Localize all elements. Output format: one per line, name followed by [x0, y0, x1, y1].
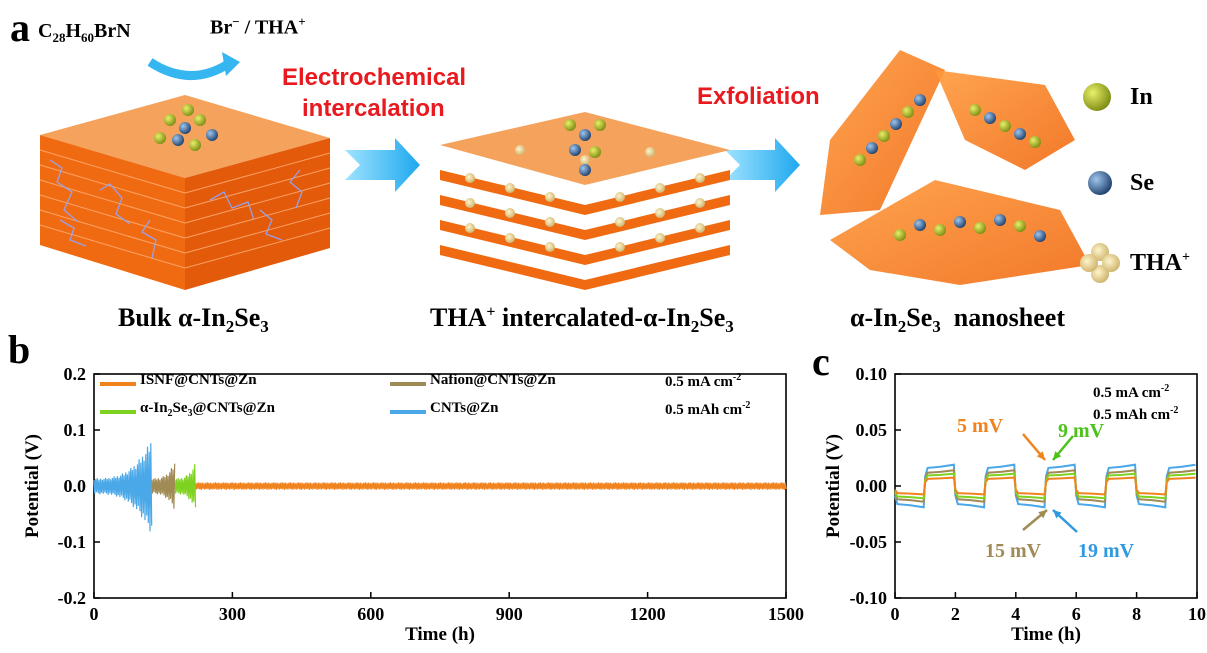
x-tick-label: 1500 [768, 604, 804, 624]
x-tick-label: 0 [891, 604, 900, 624]
y-tick-label: -0.10 [850, 588, 888, 608]
curved-arrow-icon [147, 58, 231, 80]
x-tick-label: 4 [1011, 604, 1020, 624]
y-tick-label: -0.2 [58, 588, 87, 608]
legend-in2se3: α-In2Se3@CNTs@Zn [140, 400, 275, 419]
panel-a-letter: a [10, 5, 30, 50]
current-density-label: 0.5 mA cm-2 [665, 372, 742, 390]
x-tick-label: 1200 [630, 604, 666, 624]
zoom-chart: 0 2 4 6 8 10 0.10 0.05 0.00 -0.05 -0.10 Time (h) Pot… [823, 364, 1206, 645]
legend-nafion: Nafion@CNTs@Zn [430, 372, 556, 388]
zoom-current-label: 0.5 mA cm-2 [1093, 383, 1170, 401]
y-tick-label: 0.10 [856, 364, 888, 384]
x-axis-label: Time (h) [1011, 624, 1081, 645]
tha-ion-icon [1080, 243, 1120, 283]
x-tick-label: 0 [90, 604, 99, 624]
step-exfoliation: Exfoliation [697, 83, 820, 110]
arrowhead-icon [1053, 510, 1062, 519]
legend-isnf: ISNF@CNTs@Zn [140, 372, 257, 388]
zoom-capacity-label: 0.5 mAh cm-2 [1093, 405, 1179, 423]
x-tick-label: 900 [496, 604, 523, 624]
y-axis-label: Potential (V) [823, 434, 844, 538]
y-tick-label: 0.05 [856, 420, 888, 440]
x-tick-label: 8 [1132, 604, 1141, 624]
series-trace [151, 463, 176, 509]
panel-b-letter: b [8, 327, 31, 372]
y-tick-label: 0.00 [856, 476, 888, 496]
overpotential-5mv: 5 mV [957, 415, 1004, 437]
arrow-right-icon [345, 138, 420, 192]
arrowhead-icon [1036, 451, 1045, 460]
arrowhead-icon [1038, 510, 1047, 519]
cycling-chart: 0 300 600 900 1200 1500 0.2 0.1 0.0 -0.1 -0.2 Time … [22, 364, 804, 645]
y-tick-label: 0.0 [64, 476, 87, 496]
x-axis-label: Time (h) [405, 624, 475, 645]
step-intercalation-line1: Electrochemical [282, 64, 467, 91]
se-atom-icon [1088, 171, 1112, 195]
y-tick-label: 0.1 [64, 420, 87, 440]
legend-se-label: Se [1130, 170, 1154, 196]
overpotential-19mv: 19 mV [1078, 540, 1135, 562]
in-atom-icon [1083, 83, 1111, 111]
arrow-right-icon [725, 138, 800, 192]
x-tick-label: 6 [1072, 604, 1081, 624]
schematic-illustration [39, 50, 1120, 290]
caption-bulk: Bulk α-In2Se3 [118, 303, 269, 337]
y-tick-label: -0.1 [58, 532, 87, 552]
capacity-label: 0.5 mAh cm-2 [665, 400, 751, 418]
voltage-profile [894, 476, 1196, 496]
step-intercalation-line2: intercalation [302, 95, 445, 122]
legend-tha-label: THA+ [1130, 250, 1190, 276]
intercalated-crystal [440, 112, 730, 290]
x-tick-label: 300 [219, 604, 246, 624]
panel-c-letter: c [812, 339, 830, 384]
y-axis-label: Potential (V) [22, 434, 43, 538]
caption-nanosheet: α-In2Se3 nanosheet [850, 303, 1065, 337]
x-tick-label: 2 [951, 604, 960, 624]
x-tick-label: 600 [357, 604, 384, 624]
surfactant-formula: C28H60BrN [38, 20, 131, 45]
nanosheets [820, 50, 1090, 285]
legend-in-label: In [1130, 84, 1153, 110]
series-trace [93, 443, 153, 532]
x-tick-label: 10 [1188, 604, 1206, 624]
legend-cnts: CNTs@Zn [430, 400, 499, 416]
y-tick-label: 0.2 [64, 364, 87, 384]
caption-intercalated: THA+ intercalated-α-In2Se3 [430, 303, 734, 337]
y-tick-label: -0.05 [850, 532, 888, 552]
arrowhead-icon [1053, 451, 1062, 460]
overpotential-15mv: 15 mV [985, 540, 1042, 562]
ion-label: Br− / THA+ [210, 14, 306, 39]
bulk-crystal [39, 95, 331, 290]
overpotential-9mv: 9 mV [1058, 420, 1105, 442]
series-trace [194, 482, 787, 490]
series-trace [174, 464, 197, 508]
